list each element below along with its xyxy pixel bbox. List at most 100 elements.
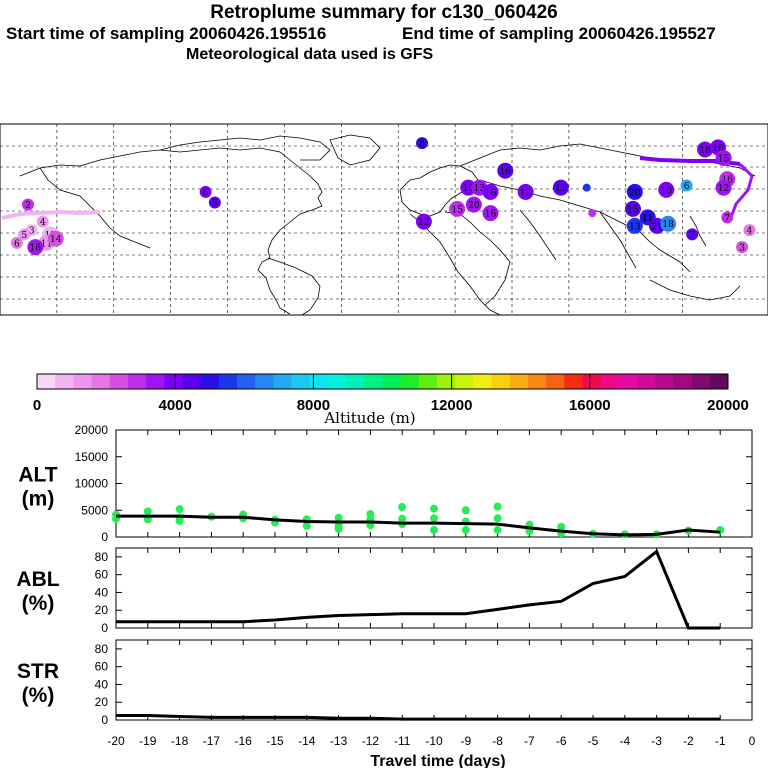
colorbar-swatch	[255, 374, 274, 389]
colorbar-swatch	[109, 374, 129, 389]
colorbar-swatch	[600, 374, 620, 389]
map-marker-label: 4	[40, 218, 46, 228]
y-tick-label: 15000	[75, 450, 109, 464]
map-marker-label: 6	[203, 188, 209, 198]
map-marker-label: 16	[485, 210, 497, 220]
colorbar-swatch	[182, 374, 201, 389]
map-marker-label: 15	[718, 154, 730, 164]
colorbar-swatch	[291, 374, 311, 389]
map-marker	[697, 141, 714, 158]
map-marker-label: 14	[50, 235, 62, 245]
map-marker	[721, 211, 734, 224]
colorbar-swatch	[437, 374, 456, 389]
colorbar-swatch	[237, 374, 256, 389]
map-marker-label: 3	[29, 227, 35, 237]
colorbar-swatch	[327, 374, 347, 389]
colorbar-swatch	[491, 374, 511, 389]
map-marker	[27, 239, 44, 256]
map-marker-label: 20	[629, 188, 641, 198]
map-marker-label: 2	[25, 201, 31, 211]
map-gridlines	[0, 124, 768, 315]
colorbar-swatch	[527, 374, 547, 389]
alt-scatter-point	[143, 507, 152, 516]
colorbar-swatch	[164, 374, 183, 389]
colorbar-tick-label: 12000	[431, 397, 473, 414]
x-tick-label: -10	[425, 734, 443, 748]
alt-scatter-point	[493, 514, 502, 523]
x-tick-label: -15	[266, 734, 284, 748]
y-tick-label: 0	[101, 530, 108, 544]
colorbar-swatch	[691, 374, 711, 389]
alt-scatter-point	[493, 502, 502, 511]
map-marker-label: 12	[418, 218, 429, 228]
colorbar-swatch	[655, 374, 674, 389]
map-marker-label: 15	[451, 205, 463, 215]
alt-scatter-point	[334, 513, 343, 522]
x-axis-label: Travel time (days)	[370, 753, 505, 768]
colorbar-swatch	[37, 374, 56, 389]
x-tick-label: -8	[492, 734, 503, 748]
map-marker	[686, 228, 699, 241]
map-marker	[36, 215, 49, 228]
alt-scatter-point	[302, 521, 311, 530]
colorbar-swatch	[309, 374, 329, 389]
map-marker-label: 11	[642, 214, 653, 224]
colorbar-tick-label: 16000	[569, 397, 611, 414]
map-marker	[10, 236, 23, 249]
map-marker	[482, 205, 499, 222]
map-markers: 2341311141656658161013161520161212112015…	[10, 137, 756, 256]
colorbar-swatch	[273, 374, 292, 389]
y-tick-label: 20	[95, 603, 109, 617]
y-tick-label: 0	[101, 621, 108, 635]
map-marker-label: 15	[627, 205, 639, 215]
map-marker-label: 16	[712, 144, 724, 154]
alt-scatter-point	[461, 506, 470, 515]
map-marker	[18, 228, 31, 241]
map-marker	[626, 217, 643, 234]
map-marker-label: 4	[747, 227, 753, 237]
x-tick-label: -5	[588, 734, 599, 748]
x-tick-label: -18	[171, 734, 189, 748]
colorbar-label: Altitude (m)	[323, 409, 415, 427]
colorbar-tick-label: 8000	[297, 397, 330, 414]
colorbar-swatch	[55, 374, 74, 389]
alt-scatter-point	[430, 526, 438, 535]
x-tick-label: -3	[651, 734, 662, 748]
map-marker-label: 5	[212, 199, 218, 209]
colorbar: 0 4000 8000 12000 16000 20000 Altitude (m)	[33, 373, 749, 427]
alt-scatter-point	[430, 514, 438, 523]
map-marker-label: 21	[651, 222, 662, 232]
x-tick-label: -12	[362, 734, 380, 748]
map-marker-label: 7	[689, 231, 695, 241]
map-marker-label: 18	[699, 146, 711, 156]
x-tick-label: -2	[683, 734, 694, 748]
series-line-abl	[116, 549, 721, 630]
y-tick-label: 20000	[75, 423, 109, 437]
map-marker-label: 16	[30, 244, 42, 254]
map-marker	[460, 179, 477, 196]
map-marker-label: 10	[463, 184, 475, 194]
colorbar-swatches	[37, 374, 729, 389]
map-marker	[415, 213, 432, 230]
map-marker	[588, 209, 597, 218]
colorbar-swatch	[582, 374, 602, 389]
panel-ylabel: ABL	[16, 568, 59, 591]
start-time-label: Start time of sampling 20060426.195516	[6, 24, 327, 43]
y-tick-label: 80	[95, 550, 109, 564]
map-marker	[416, 137, 429, 150]
colorbar-tick-label: 4000	[159, 397, 192, 414]
y-tick-label: 60	[95, 568, 109, 582]
map-marker-label: 5	[21, 231, 27, 241]
map-marker	[582, 183, 591, 192]
map-marker-label: 12	[718, 184, 729, 194]
panel-str: STR(%) 80 60 40 20 0	[17, 639, 753, 727]
map-marker-label: 13	[474, 184, 486, 194]
x-tick-label: -20	[107, 734, 125, 748]
map-marker-label: 11	[41, 239, 52, 249]
y-tick-label: 80	[95, 642, 109, 656]
retroplume-map: 2341311141656658161013161520161212112015…	[0, 123, 768, 316]
series-line-str	[116, 714, 721, 721]
map-marker	[715, 179, 732, 196]
met-data-label: Meteorological data used is GFS	[186, 46, 434, 63]
